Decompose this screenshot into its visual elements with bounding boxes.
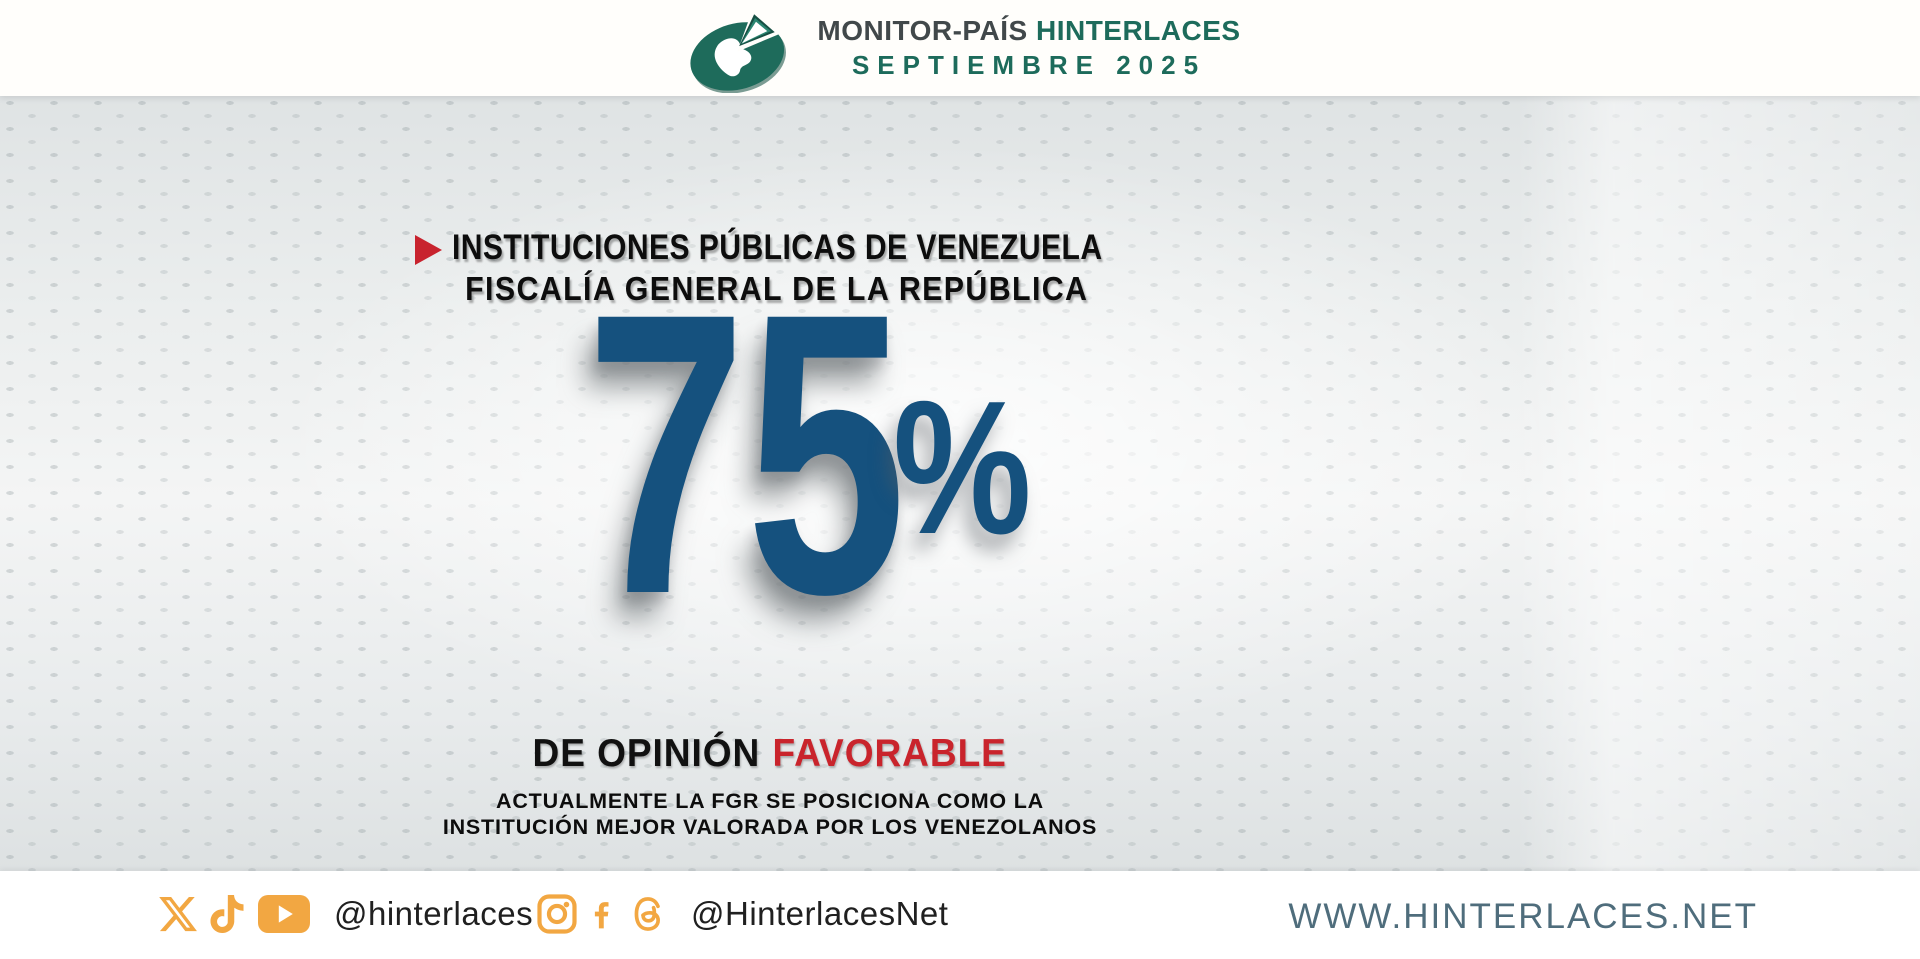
stat-note-line2: INSTITUCIÓN MEJOR VALORADA POR LOS VENEZ… (442, 815, 1098, 839)
stat-caption-highlight: FAVORABLE (772, 732, 1008, 775)
facebook-icon[interactable] (587, 893, 617, 935)
footer: @hinterlaces @HinterlacesNet WWW.HINTERL… (0, 871, 1920, 959)
institution-title: FISCALÍA GENERAL DE LA REPÚBLICA (465, 270, 1089, 307)
hinterlaces-globe-logo-icon (690, 10, 787, 93)
social-group-secondary: @HinterlacesNet (536, 891, 948, 937)
website-link[interactable]: WWW.HINTERLACES.NET (1288, 897, 1758, 936)
brand-edition: SEPTIEMBRE 2025 (851, 50, 1207, 80)
brand-name-hinterlaces: HINTERLACES (1035, 15, 1241, 46)
red-arrow-marker-icon (415, 235, 442, 265)
stat-caption-prefix: DE OPINIÓN (532, 732, 761, 775)
stat-note: ACTUALMENTE LA FGR SE POSICIONA COMO LA … (0, 788, 1540, 840)
brand-name: MONITOR-PAÍS HINTERLACES (817, 15, 1240, 47)
brand-header: MONITOR-PAÍS HINTERLACES SEPTIEMBRE 2025 (0, 0, 1920, 96)
stat-value: 75 (586, 230, 907, 677)
brand-text: MONITOR-PAÍS HINTERLACES SEPTIEMBRE 2025 (817, 15, 1240, 81)
x-icon[interactable] (157, 893, 199, 935)
threads-icon[interactable] (626, 893, 670, 935)
youtube-icon[interactable] (255, 893, 313, 935)
stat-caption: DE OPINIÓN FAVORABLE (0, 732, 1540, 776)
handle-primary[interactable]: @hinterlaces (334, 895, 534, 932)
category-title: INSTITUCIONES PÚBLICAS DE VENEZUELA (451, 228, 1103, 267)
stat-note-line1: ACTUALMENTE LA FGR SE POSICIONA COMO LA (496, 789, 1044, 813)
social-group-primary: @hinterlaces (157, 891, 533, 937)
title-block: INSTITUCIONES PÚBLICAS DE VENEZUELA FISC… (0, 228, 1554, 308)
stat-percent-sign: % (893, 362, 1032, 574)
brand-name-monitor: MONITOR-PAÍS (817, 15, 1028, 46)
tiktok-icon[interactable] (208, 893, 246, 935)
handle-secondary[interactable]: @HinterlacesNet (691, 895, 949, 932)
main-stage: INSTITUCIONES PÚBLICAS DE VENEZUELA FISC… (0, 96, 1920, 953)
instagram-icon[interactable] (536, 893, 578, 935)
